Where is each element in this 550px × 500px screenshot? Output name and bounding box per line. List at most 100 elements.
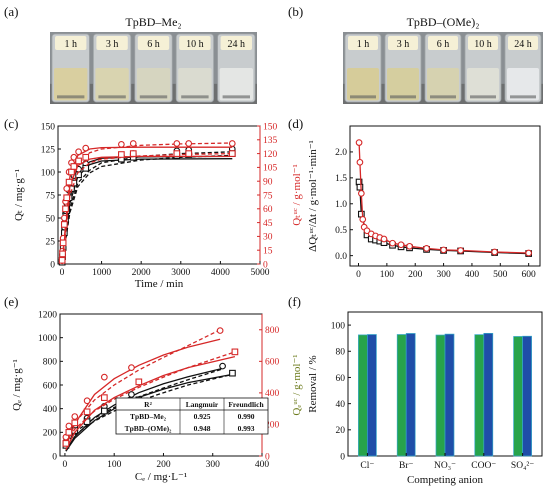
x-tick-label: COO⁻	[471, 461, 496, 471]
vial-label	[179, 36, 211, 50]
x-tick-label: 1000	[92, 268, 111, 278]
data-point	[359, 215, 367, 223]
fit-line-solid	[65, 355, 236, 450]
vial-label	[468, 36, 498, 50]
x-tick-label: 600	[522, 270, 537, 280]
y-tick-label: 50	[46, 214, 56, 224]
x-tick-label: 100	[107, 460, 122, 470]
panel-letter: (f)	[288, 294, 301, 309]
data-point	[356, 183, 364, 191]
y-tick-label: 0.0	[335, 252, 347, 262]
vial-sediment	[181, 95, 209, 99]
data-point	[397, 241, 405, 249]
vial-liquid	[427, 68, 459, 101]
table-header: Freundlich	[228, 400, 264, 409]
data-point	[118, 151, 125, 158]
y-tick-label: 20	[336, 426, 346, 436]
table-cell: 0.925	[194, 412, 211, 421]
y-tick-label-right: 90	[263, 178, 273, 188]
x-tick-label: 200	[408, 270, 423, 280]
data-point	[63, 194, 71, 202]
plot-frame	[349, 125, 541, 267]
panel-letter: (b)	[288, 4, 303, 19]
vial-label	[137, 36, 170, 50]
vial-time-label: 1 h	[64, 39, 77, 50]
x-tick-label: Br⁻	[399, 461, 414, 471]
y-tick-label-right: 800	[265, 326, 280, 336]
fit-line-solid	[61, 146, 233, 265]
data-point	[406, 242, 413, 250]
data-point	[100, 373, 108, 381]
bar	[358, 334, 368, 457]
fit-line-dashed	[61, 151, 233, 265]
inset-table: R² Langmuir Freundlich TpBD–Me₂ 0.925 0.990 Tp…	[115, 397, 269, 435]
bar	[405, 333, 416, 457]
data-point	[380, 235, 388, 243]
y-tick-label: 1200	[38, 310, 57, 320]
x-tick-label: 300	[436, 270, 451, 280]
y-axis-label: ΔQₜᵘᶜ/Δt / g·mol⁻¹·min⁻¹	[307, 140, 319, 252]
data-point	[129, 140, 137, 147]
table-header: R²	[144, 400, 152, 409]
data-point	[135, 378, 143, 386]
vial-sediment	[139, 95, 168, 99]
data-point	[75, 157, 82, 165]
y-tick-label-right: 15	[263, 247, 273, 257]
photo-panel-a: TpBD–Me₂ 1 h 3 h 6 h 10 h 24 h	[50, 15, 257, 104]
y-tick-label: 1.5	[335, 174, 347, 184]
y-axis-label: Qₑ / mg·g⁻¹	[11, 359, 23, 411]
y-tick-label: 125	[41, 145, 56, 155]
vial-liquid	[54, 68, 88, 101]
data-point	[229, 369, 236, 377]
data-point	[100, 394, 108, 401]
vial-time-label: 6 h	[147, 39, 160, 50]
vial-sediment	[430, 95, 456, 99]
data-point	[457, 247, 464, 254]
y-tick-label-right: 30	[263, 233, 273, 243]
chart-d: 0 100 200 300 400 500 600 0.0 0.5 1.0 1.5 2.0 ΔQₜᵘᶜ/…	[307, 125, 541, 280]
x-axis-label: Time / min	[135, 278, 184, 290]
vial-time-label: 3 h	[397, 39, 410, 50]
vial-liquid	[136, 68, 171, 101]
bar	[474, 334, 485, 457]
vial-label	[348, 36, 378, 50]
data-point	[60, 221, 68, 228]
x-axis-label: Cₑ / mg·L⁻¹	[135, 471, 187, 483]
data-point	[228, 150, 236, 157]
y-tick-label-right: 135	[263, 136, 278, 146]
bar	[513, 336, 523, 457]
x-tick-label: NO₃⁻	[434, 461, 456, 471]
y-tick-label: 150	[41, 122, 56, 132]
x-tick-label: 5000	[251, 268, 270, 278]
y-axis-label-right: Qₜᵘᶜ / g·mol⁻¹	[291, 164, 303, 226]
data-point	[71, 419, 79, 427]
bar	[444, 333, 455, 457]
vial-liquid	[387, 68, 419, 101]
y-tick-label: 0	[340, 452, 345, 462]
y-tick-label-right: 400	[265, 389, 280, 399]
data-point	[357, 190, 365, 197]
data-point	[62, 205, 69, 213]
data-point	[216, 327, 224, 334]
vial-liquid	[467, 68, 499, 101]
vial-label	[55, 36, 87, 50]
vial-sediment	[98, 95, 126, 99]
panel-letter: (d)	[288, 116, 303, 131]
y-tick-label: 2.0	[335, 148, 347, 158]
data-point	[62, 440, 70, 447]
vial-liquid	[95, 68, 129, 101]
data-point	[173, 140, 181, 147]
vial-time-label: 10 h	[186, 39, 204, 50]
y-tick-label-right: 105	[263, 164, 278, 174]
vial-label	[508, 36, 538, 50]
vial-time-label: 24 h	[228, 39, 246, 50]
vial-label	[388, 36, 418, 50]
data-point	[70, 163, 78, 170]
fit-line-dashed	[61, 152, 233, 265]
data-point	[59, 250, 66, 258]
photo-title: TpBD–Me₂	[125, 15, 181, 29]
data-point	[118, 141, 125, 148]
vial-liquid	[347, 68, 379, 101]
data-point	[219, 362, 226, 370]
y-tick-label: 0.5	[335, 226, 347, 236]
